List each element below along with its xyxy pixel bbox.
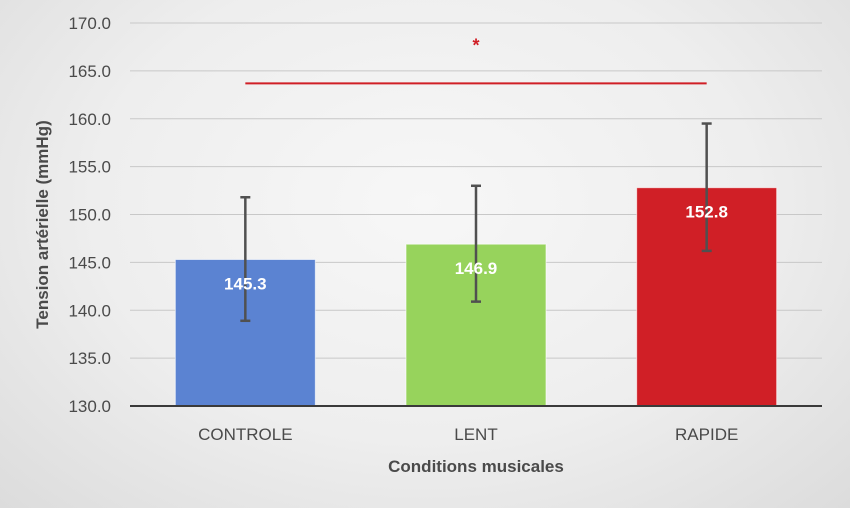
y-tick-label: 135.0 [68, 349, 111, 368]
x-axis-title: Conditions musicales [388, 457, 564, 476]
y-tick-label: 150.0 [68, 206, 111, 225]
y-axis-title: Tension artérielle (mmHg) [33, 120, 52, 328]
y-tick-label: 155.0 [68, 158, 111, 177]
y-tick-labels: 130.0 135.0 140.0 145.0 150.0 155.0 160.0 165.0… [68, 14, 111, 416]
significance-star: * [472, 35, 479, 55]
data-label: 152.8 [685, 203, 728, 222]
x-tick-label: RAPIDE [675, 425, 738, 444]
data-labels: 145.3 146.9 152.8 [224, 203, 728, 294]
x-tick-labels: CONTROLE LENT RAPIDE [198, 425, 738, 444]
y-tick-label: 160.0 [68, 110, 111, 129]
y-tick-label: 140.0 [68, 301, 111, 320]
data-label: 146.9 [455, 259, 498, 278]
y-tick-label: 165.0 [68, 62, 111, 81]
significance-annotation: * [245, 35, 707, 85]
y-tick-label: 170.0 [68, 14, 111, 33]
x-tick-label: CONTROLE [198, 425, 292, 444]
error-bars [240, 122, 712, 323]
y-tick-label: 145.0 [68, 253, 111, 272]
x-tick-label: LENT [454, 425, 497, 444]
y-tick-label: 130.0 [68, 397, 111, 416]
data-label: 145.3 [224, 275, 267, 294]
